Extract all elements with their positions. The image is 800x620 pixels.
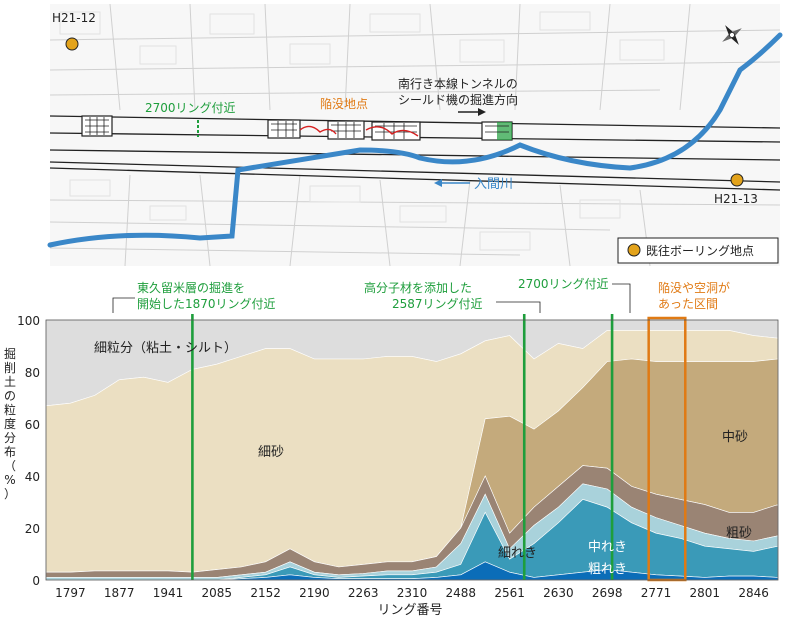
tunnel-segment-markers bbox=[81, 115, 513, 141]
x-tick-2630: 2630 bbox=[543, 586, 574, 600]
y-tick-80: 80 bbox=[25, 366, 40, 380]
annotation-2700: 2700リング付近 bbox=[518, 277, 609, 291]
annotation-collapse-line1: 陥没や空洞が bbox=[658, 280, 730, 295]
annotation-1870-leader bbox=[112, 297, 135, 313]
grain-size-chart: 0 20 40 60 80 100 1797 1877 1941 2085 2152 2190 226… bbox=[4, 314, 779, 618]
y-axis-ticks: 0 20 40 60 80 100 bbox=[17, 314, 40, 588]
x-tick-2310: 2310 bbox=[397, 586, 428, 600]
y-tick-100: 100 bbox=[17, 314, 40, 328]
x-tick-2771: 2771 bbox=[641, 586, 672, 600]
x-tick-2263: 2263 bbox=[348, 586, 379, 600]
y-tick-20: 20 bbox=[25, 522, 40, 536]
x-tick-2190: 2190 bbox=[299, 586, 330, 600]
area-label-fines: 細粒分（粘土・シルト） bbox=[94, 341, 237, 356]
shield-hatch-2 bbox=[271, 121, 297, 137]
shield-position-4 bbox=[371, 121, 421, 141]
area-label-fine-gravel: 細れき bbox=[498, 546, 537, 561]
river-path bbox=[47, 32, 783, 248]
borehole-label-h21-12: H21-12 bbox=[52, 11, 96, 25]
x-axis-label: リング番号 bbox=[377, 603, 442, 618]
y-tick-0: 0 bbox=[32, 574, 40, 588]
x-axis-ticks: 1797 1877 1941 2085 2152 2190 2263 2310 2488 2561… bbox=[55, 586, 769, 600]
x-tick-1797: 1797 bbox=[55, 586, 86, 600]
river-label: 入間川 bbox=[474, 177, 513, 192]
x-tick-2561: 2561 bbox=[494, 586, 525, 600]
borehole-label-h21-13: H21-13 bbox=[714, 192, 758, 206]
y-label-char: ） bbox=[4, 487, 16, 501]
y-label-char: の bbox=[4, 389, 16, 403]
y-label-char: （ bbox=[4, 459, 16, 473]
shield-hatch-current bbox=[485, 125, 509, 133]
x-tick-2801: 2801 bbox=[690, 586, 721, 600]
chart-vertical-markers bbox=[191, 314, 614, 580]
direction-label-2: シールド機の掘進方向 bbox=[398, 92, 518, 107]
annotation-1870-line2: 開始した1870リング付近 bbox=[137, 297, 276, 311]
area-label-coarse-sand: 粗砂 bbox=[726, 526, 752, 541]
north-arrow-icon bbox=[722, 25, 742, 45]
plot-frame bbox=[45, 319, 779, 581]
collapse-trace bbox=[299, 125, 419, 137]
chart-annotations: 東久留米層の掘進を 開始した1870リング付近 高分子材を添加した 2587リン… bbox=[112, 277, 730, 313]
shield-hatch-1 bbox=[85, 117, 109, 135]
shield-hatch-3 bbox=[331, 122, 361, 138]
area-label-medium-sand: 中砂 bbox=[722, 430, 748, 445]
label-collapse-point: 陥没地点 bbox=[320, 96, 368, 111]
y-label-char: 土 bbox=[4, 375, 16, 389]
y-label-char: % bbox=[4, 473, 15, 487]
y-label-char: 削 bbox=[4, 361, 16, 375]
annotation-1870-line1: 東久留米層の掘進を bbox=[137, 280, 245, 295]
river-arrow-head bbox=[434, 179, 442, 187]
y-tick-60: 60 bbox=[25, 418, 40, 432]
y-label-char: 分 bbox=[4, 431, 16, 445]
x-tick-1877: 1877 bbox=[104, 586, 135, 600]
chart-areas bbox=[45, 319, 779, 581]
legend-box bbox=[617, 237, 779, 264]
annotation-2587-line2: 2587リング付近 bbox=[392, 297, 483, 311]
x-tick-2488: 2488 bbox=[446, 586, 477, 600]
area-label-medium-gravel: 中れき bbox=[588, 540, 627, 555]
map-blocks bbox=[59, 11, 665, 251]
annotation-collapse-line2: あった区間 bbox=[658, 297, 718, 311]
borehole-marker-h21-13 bbox=[730, 173, 744, 187]
x-tick-2085: 2085 bbox=[202, 586, 233, 600]
map-legend: 既往ボーリング地点 bbox=[617, 237, 779, 264]
shield-position-2 bbox=[267, 119, 301, 139]
annotation-2587-line1: 高分子材を添加した bbox=[364, 280, 472, 295]
y-label-char: 布 bbox=[4, 445, 16, 459]
direction-label-1: 南行き本線トンネルの bbox=[398, 76, 518, 91]
shield-machine-head bbox=[497, 122, 512, 140]
legend-label: 既往ボーリング地点 bbox=[646, 243, 754, 258]
label-2700-near: 2700リング付近 bbox=[145, 101, 236, 115]
y-tick-40: 40 bbox=[25, 470, 40, 484]
x-tick-2698: 2698 bbox=[592, 586, 623, 600]
y-label-char: 度 bbox=[4, 416, 16, 431]
x-tick-1941: 1941 bbox=[153, 586, 184, 600]
map-streets bbox=[49, 3, 781, 267]
area-label-coarse-gravel: 粗れき bbox=[588, 562, 627, 577]
legend-borehole-icon bbox=[627, 243, 641, 257]
annotation-2587-leader bbox=[496, 301, 541, 313]
y-label-char: 粒 bbox=[4, 402, 16, 417]
annotation-2700-leader bbox=[612, 283, 631, 313]
direction-arrow-head bbox=[478, 108, 486, 116]
y-label-char: 掘 bbox=[4, 346, 16, 361]
area-label-fine-sand: 細砂 bbox=[258, 445, 284, 460]
borehole-marker-h21-12 bbox=[65, 37, 79, 51]
x-tick-2846: 2846 bbox=[738, 586, 769, 600]
x-tick-2152: 2152 bbox=[250, 586, 281, 600]
site-map: 2700リング付近 陥没地点 南行き本線トンネルの シールド機の掘進方向 入間川… bbox=[47, 3, 783, 267]
